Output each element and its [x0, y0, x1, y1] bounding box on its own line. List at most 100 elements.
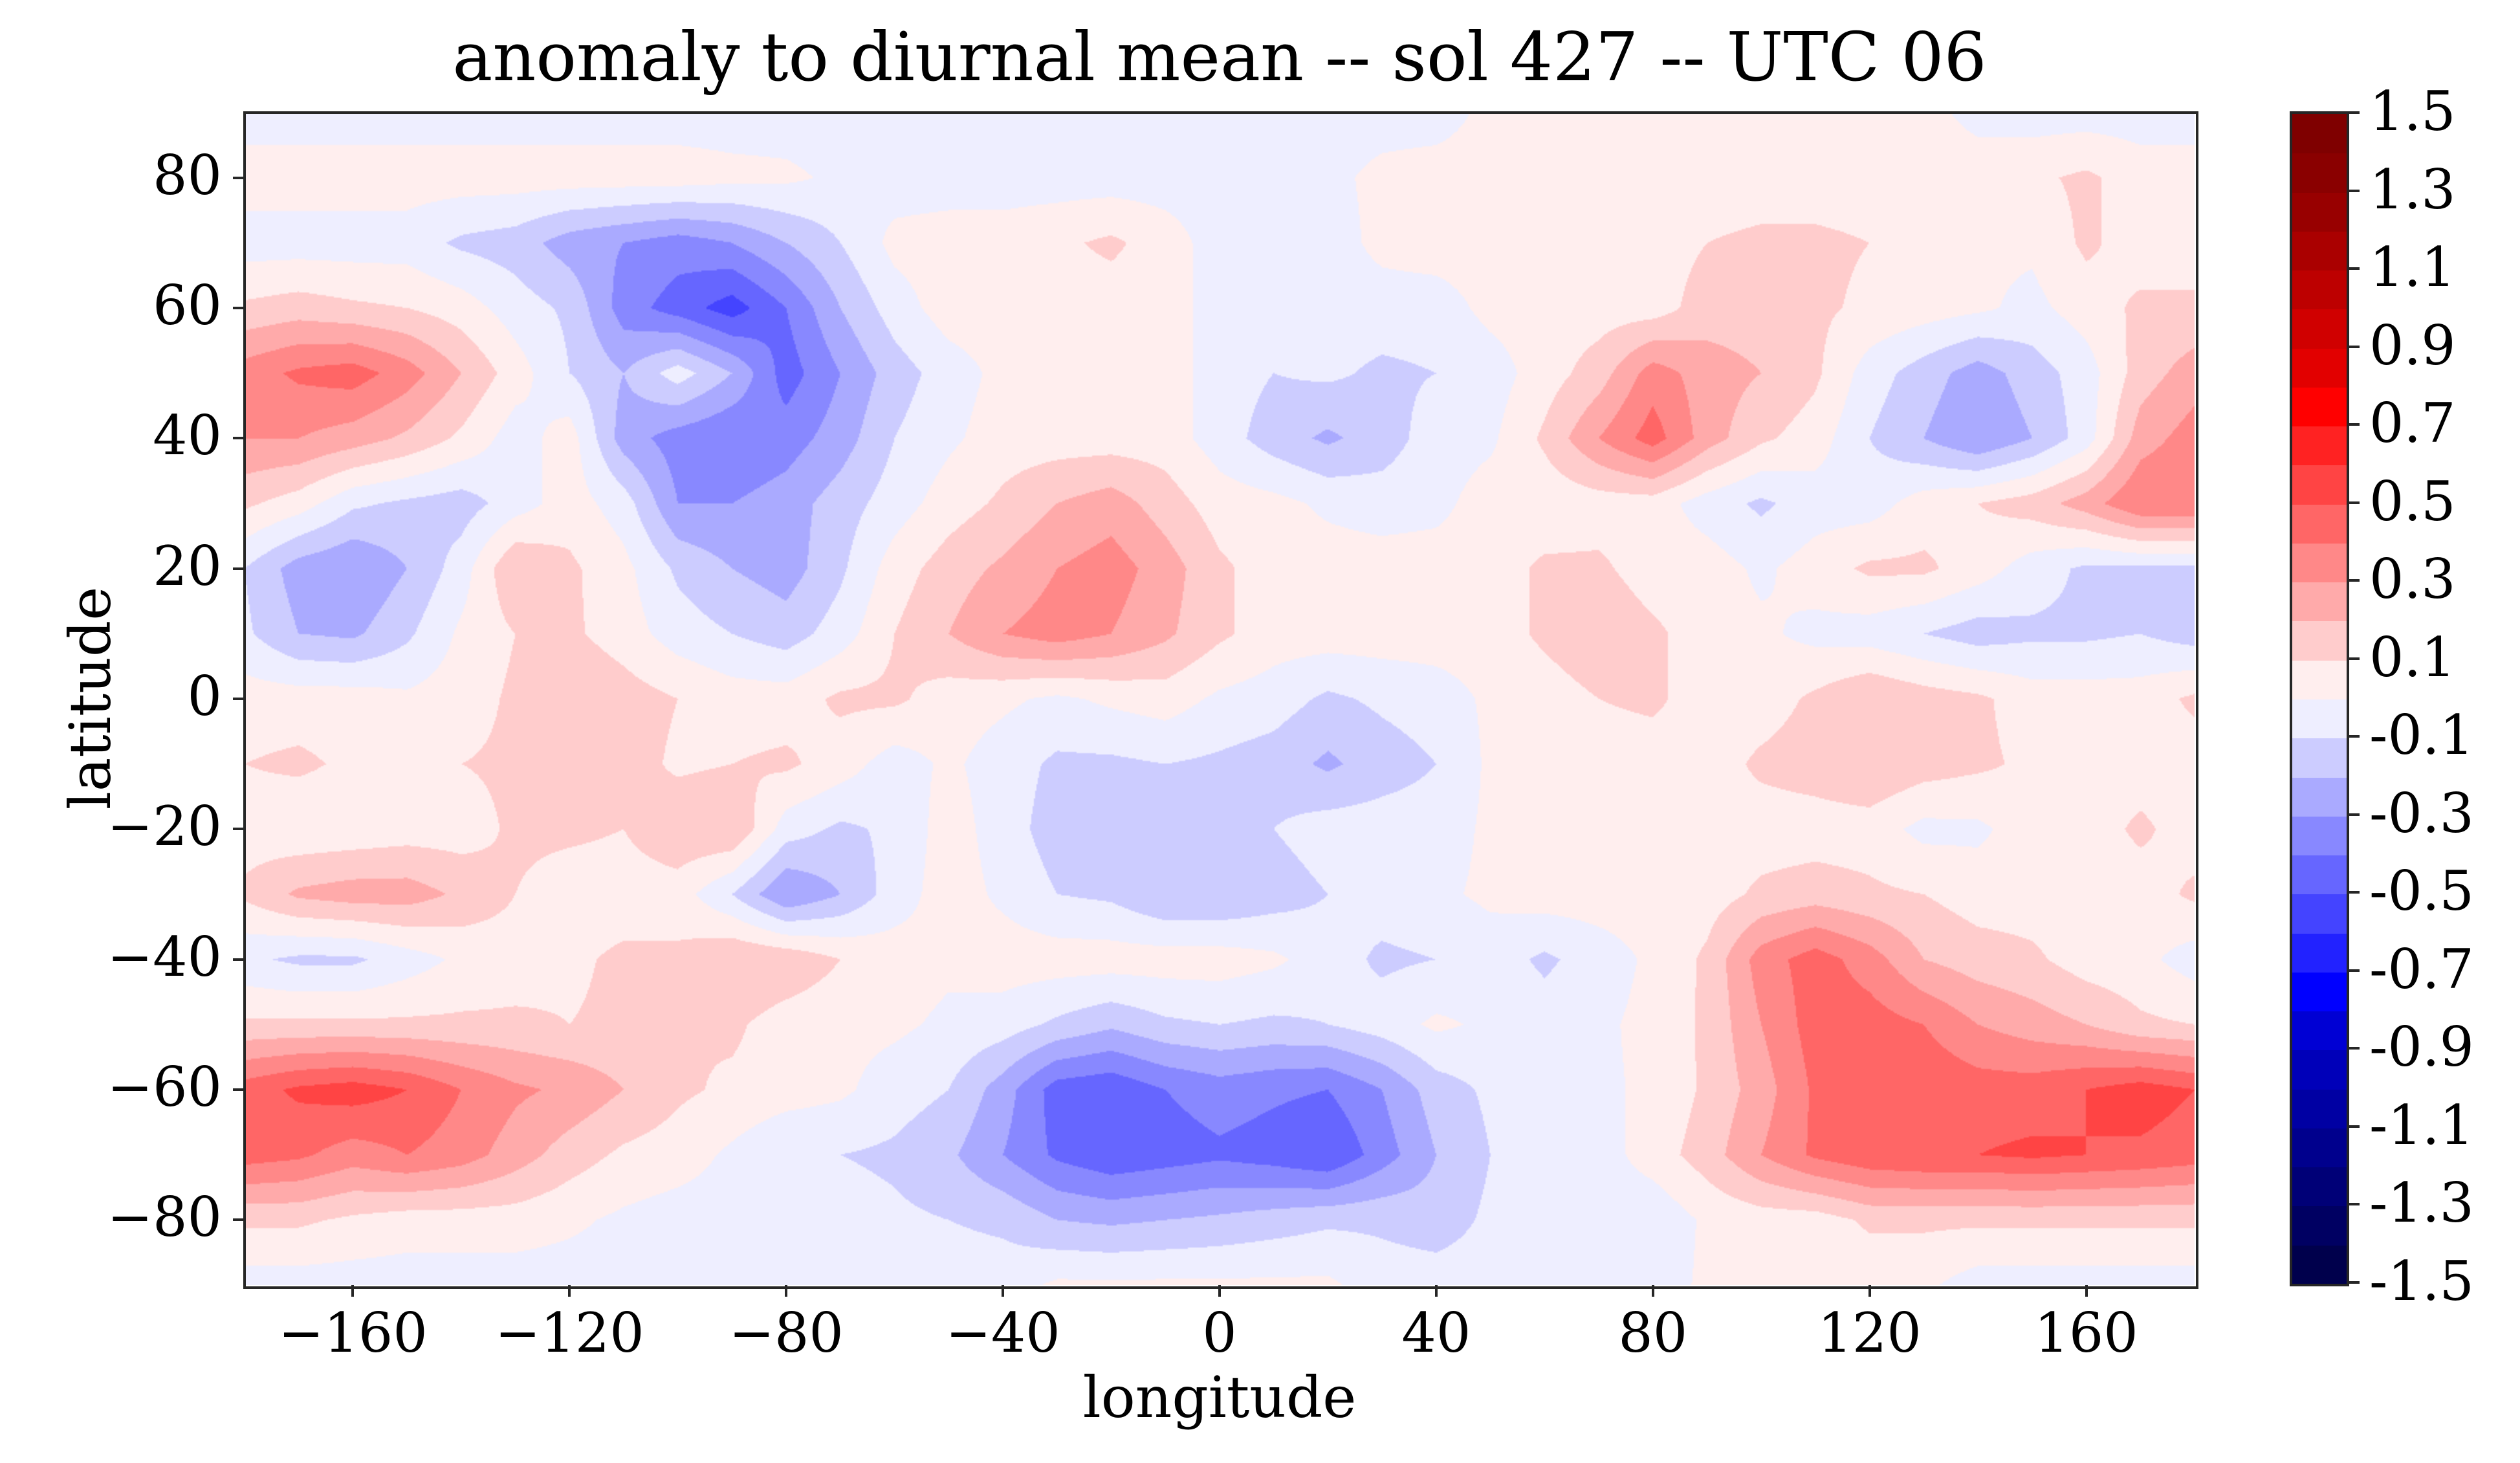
x-tick-label: −120: [494, 1301, 644, 1365]
y-tick-mark: [233, 307, 245, 309]
colorbar-tick-mark: [2349, 579, 2360, 582]
colorbar: [2290, 111, 2349, 1286]
y-tick-mark: [233, 176, 245, 179]
colorbar-tick-mark: [2349, 423, 2360, 426]
y-tick-label: 40: [153, 404, 222, 468]
y-tick-mark: [233, 828, 245, 831]
colorbar-tick-mark: [2349, 189, 2360, 192]
colorbar-band: [2292, 1088, 2347, 1128]
colorbar-tick-label: -1.3: [2369, 1171, 2474, 1235]
chart-title: anomaly to diurnal mean -- sol 427 -- UT…: [452, 17, 1987, 96]
colorbar-tick-label: 1.5: [2369, 80, 2456, 143]
y-tick-label: 0: [187, 665, 222, 728]
contour-field: [245, 113, 2195, 1285]
y-tick-mark: [233, 1218, 245, 1222]
colorbar-band: [2292, 971, 2347, 1012]
y-tick-label: −40: [107, 925, 222, 989]
x-tick-label: −160: [278, 1301, 428, 1365]
colorbar-band: [2292, 153, 2347, 193]
y-tick-mark: [233, 567, 245, 570]
x-tick-mark: [568, 1285, 571, 1297]
colorbar-band: [2292, 192, 2347, 232]
colorbar-band: [2292, 621, 2347, 661]
colorbar-tick-label: 0.1: [2369, 625, 2456, 689]
colorbar-tick-mark: [2349, 657, 2360, 660]
y-tick-label: −60: [107, 1055, 222, 1119]
colorbar-tick-mark: [2349, 1125, 2360, 1128]
x-tick-label: 160: [2034, 1301, 2138, 1365]
colorbar-band: [2292, 426, 2347, 466]
colorbar-tick-label: -0.5: [2369, 859, 2474, 923]
y-tick-mark: [233, 698, 245, 700]
colorbar-band: [2292, 738, 2347, 778]
colorbar-tick-mark: [2349, 969, 2360, 972]
colorbar-tick-mark: [2349, 1047, 2360, 1050]
x-tick-mark: [1868, 1285, 1871, 1297]
x-tick-mark: [1218, 1285, 1221, 1297]
x-tick-label: −40: [945, 1301, 1060, 1365]
colorbar-tick-label: 0.5: [2369, 469, 2456, 533]
colorbar-tick-mark: [2349, 501, 2360, 504]
colorbar-tick-mark: [2349, 1203, 2360, 1206]
y-tick-label: 80: [153, 143, 222, 207]
x-tick-label: 80: [1618, 1301, 1688, 1365]
colorbar-tick-mark: [2349, 813, 2360, 816]
colorbar-tick-label: 1.1: [2369, 236, 2456, 300]
colorbar-tick-label: -0.9: [2369, 1015, 2474, 1079]
colorbar-band: [2292, 503, 2347, 544]
colorbar-band: [2292, 309, 2347, 349]
colorbar-band: [2292, 347, 2347, 388]
y-tick-mark: [233, 437, 245, 440]
colorbar-tick-mark: [2349, 111, 2360, 114]
colorbar-tick-mark: [2349, 1281, 2360, 1284]
colorbar-band: [2292, 542, 2347, 583]
colorbar-band: [2292, 1011, 2347, 1051]
colorbar-tick-label: 1.3: [2369, 157, 2456, 221]
colorbar-band: [2292, 386, 2347, 427]
colorbar-band: [2292, 855, 2347, 895]
colorbar-band: [2292, 1127, 2347, 1168]
x-tick-mark: [1434, 1285, 1438, 1297]
colorbar-band: [2292, 465, 2347, 505]
colorbar-tick-label: -0.1: [2369, 703, 2474, 767]
x-axis-label: longitude: [1082, 1364, 1357, 1431]
colorbar-band: [2292, 230, 2347, 271]
x-tick-label: 40: [1401, 1301, 1471, 1365]
colorbar-tick-label: 0.9: [2369, 313, 2456, 377]
colorbar-band: [2292, 894, 2347, 934]
colorbar-tick-mark: [2349, 267, 2360, 270]
x-tick-mark: [2085, 1285, 2088, 1297]
colorbar-tick-mark: [2349, 891, 2360, 894]
colorbar-tick-label: -0.7: [2369, 937, 2474, 1001]
colorbar-band: [2292, 270, 2347, 310]
colorbar-tick-label: 0.3: [2369, 547, 2456, 611]
x-tick-mark: [1651, 1285, 1654, 1297]
colorbar-band: [2292, 776, 2347, 817]
colorbar-band: [2292, 1244, 2347, 1284]
colorbar-tick-label: 0.7: [2369, 391, 2456, 456]
colorbar-band: [2292, 582, 2347, 622]
y-tick-label: −20: [107, 795, 222, 859]
x-tick-label: −80: [729, 1301, 844, 1365]
y-tick-mark: [233, 958, 245, 961]
y-tick-mark: [233, 1088, 245, 1091]
x-tick-label: 0: [1202, 1301, 1237, 1365]
colorbar-band: [2292, 1050, 2347, 1090]
colorbar-tick-label: -1.1: [2369, 1093, 2474, 1157]
x-tick-mark: [351, 1285, 355, 1297]
y-axis-label: latitude: [57, 586, 124, 810]
colorbar-band: [2292, 114, 2347, 154]
y-tick-label: 60: [153, 274, 222, 337]
x-tick-label: 120: [1817, 1301, 1922, 1365]
colorbar-band: [2292, 932, 2347, 973]
y-tick-label: 20: [153, 534, 222, 598]
colorbar-band: [2292, 1167, 2347, 1207]
colorbar-tick-mark: [2349, 735, 2360, 738]
colorbar-tick-label: -0.3: [2369, 781, 2474, 845]
y-tick-label: −80: [107, 1185, 222, 1249]
colorbar-tick-label: -1.5: [2369, 1249, 2474, 1313]
colorbar-band: [2292, 815, 2347, 856]
colorbar-tick-mark: [2349, 345, 2360, 348]
x-tick-mark: [785, 1285, 788, 1297]
colorbar-band: [2292, 1205, 2347, 1246]
